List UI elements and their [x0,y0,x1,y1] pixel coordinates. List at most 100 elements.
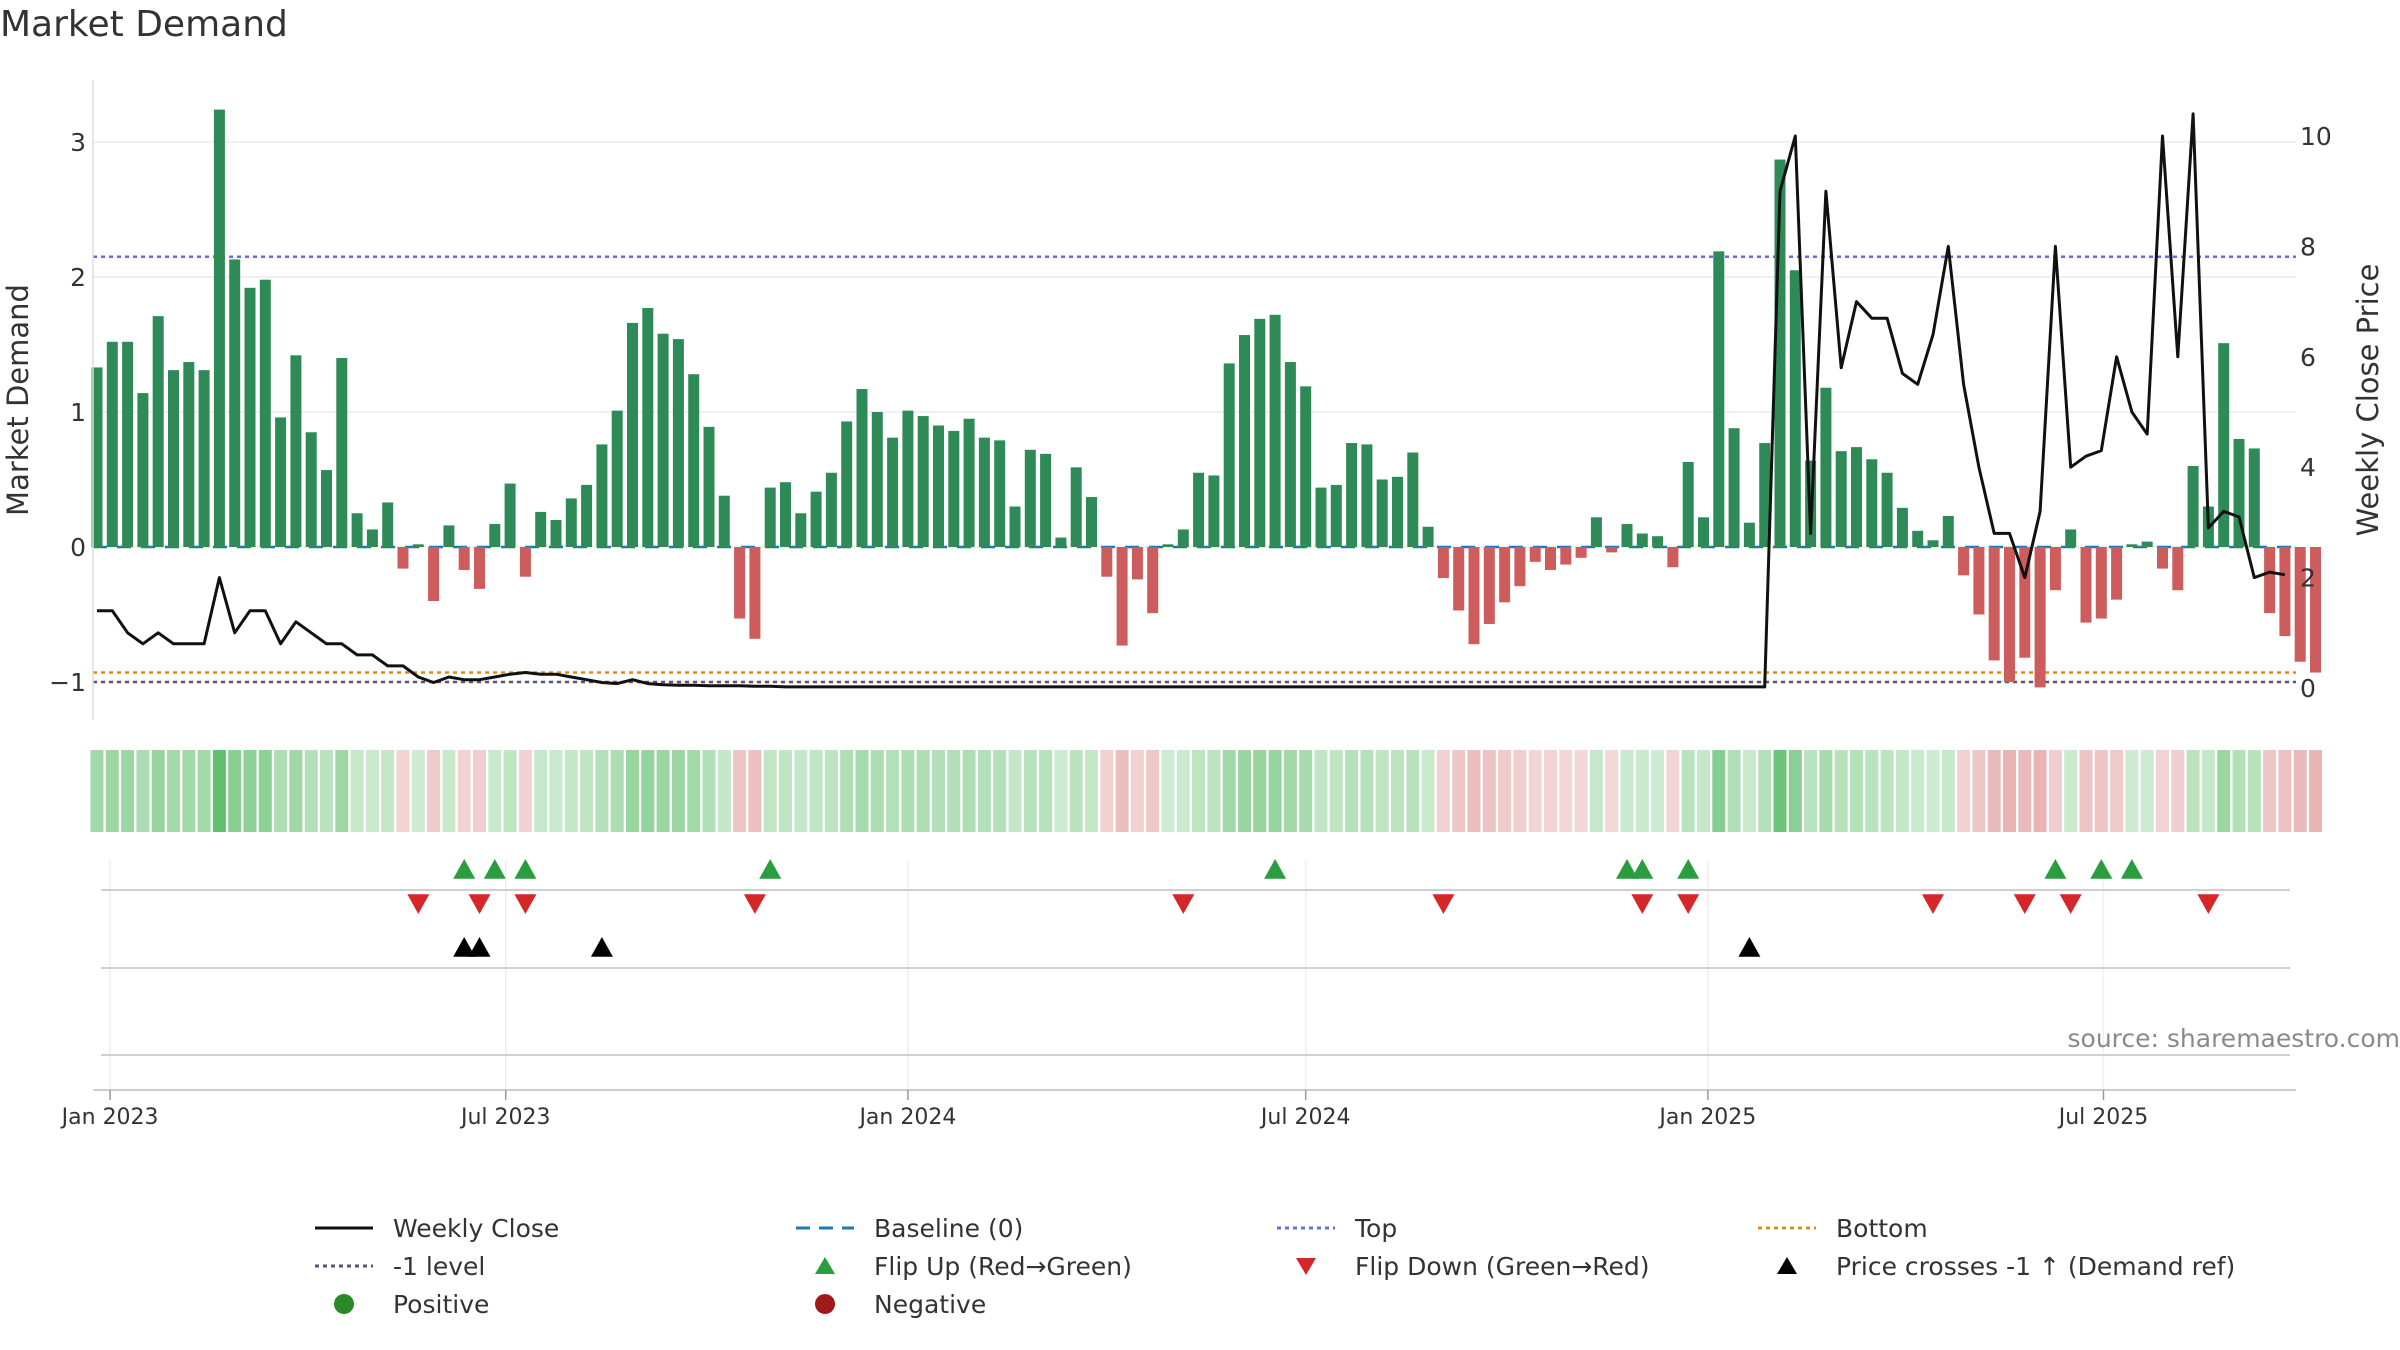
strip-cell [1115,750,1129,832]
dot-line-icon [1277,1226,1335,1230]
strip-cell [886,750,900,832]
legend-item: Weekly Close [313,1210,559,1246]
strip-cell [641,750,655,832]
flip-down-marker [1677,894,1700,914]
strip-cell [2309,750,2322,832]
strip-cell [411,750,425,832]
demand-bar [1820,387,1832,547]
strip-cell [1222,750,1236,832]
demand-bar [2004,547,2015,682]
legend-item: Price crosses -1 ↑ (Demand ref) [1756,1248,2235,1284]
legend-label: Flip Down (Green→Red) [1355,1251,1650,1281]
demand-bar [1866,459,1878,547]
demand-bar [321,470,332,547]
strip-cell [1498,750,1512,832]
strip-cell [182,750,196,832]
legend-label: Negative [874,1289,987,1319]
demand-bar [703,426,715,547]
demand-bar [183,362,195,547]
demand-bar [1499,547,1511,603]
demand-bar [244,287,256,547]
legend-label: Flip Up (Red→Green) [874,1251,1132,1281]
strip-cell [870,750,884,832]
demand-bar [1392,476,1403,547]
demand-bar [2264,547,2276,614]
demand-bars [91,109,2321,688]
demand-bar [581,484,593,547]
y-tick-label: 2 [70,263,86,292]
demand-bar [1560,547,1572,565]
y2-tick-label: 4 [2300,453,2316,482]
demand-bar [229,259,241,547]
strip-cell [580,750,594,832]
demand-bar [1284,362,1296,547]
strip-cell [212,750,226,832]
x-tick-label: Jan 2024 [857,1105,956,1130]
strip-cell [243,750,257,832]
demand-bar [259,279,271,547]
strip-cell [2156,750,2169,832]
strip-cell [779,750,792,832]
demand-bar [917,416,929,547]
strip-cell [671,750,685,832]
strip-cell [1008,750,1022,832]
strip-cell [901,750,915,832]
strip-cell [1727,750,1741,832]
flip-up-marker [2090,859,2113,879]
demand-bar [994,440,1006,547]
demand-bar [1759,443,1771,547]
demand-bar [1514,547,1526,587]
demand-bar [1698,517,1709,547]
demand-bar [1942,515,1954,547]
demand-bar [795,513,807,547]
flip-down-marker [1631,894,1654,914]
strip-cell [151,750,165,832]
demand-bar [642,308,654,547]
flip-up-marker [1677,859,1700,879]
strip-cell [1651,750,1665,832]
price-cross-marker [1738,937,1761,957]
legend-label: Top [1355,1213,1398,1243]
strip-cell [1528,750,1542,832]
y-tick-label: 1 [70,398,86,427]
circle-icon [815,1294,835,1314]
strip-cell [2201,750,2215,832]
flip-up-marker [1631,859,1654,879]
strip-cell [1314,750,1328,832]
demand-bar [397,547,409,569]
flip-down-marker [2059,894,2082,914]
demand-bar [1835,451,1847,547]
flip-up-marker [514,859,537,879]
y-tick-label: 0 [70,533,86,562]
price-cross-marker [468,937,491,957]
strip-cell [2048,750,2062,832]
flip-up-marker [1616,859,1638,879]
demand-bar [519,547,531,577]
strip-cell [365,750,379,832]
strip-cell [947,750,961,832]
demand-bar [933,425,944,547]
strip-cell [993,750,1007,832]
demand-bar [780,482,791,547]
strip-cell [1635,750,1649,832]
demand-bar [856,389,868,547]
triangle-up-icon [815,1257,835,1274]
demand-bar [1621,524,1633,547]
x-tick-label: Jul 2024 [1259,1105,1351,1130]
demand-bar [428,547,440,601]
price-cross-marker [453,937,476,957]
strip-cell [488,750,502,832]
strip-cell [274,750,288,832]
strip-cell [794,750,808,832]
demand-bar [611,410,623,547]
demand-bar [336,358,348,547]
demand-bar [489,524,501,547]
demand-bar [1896,507,1908,547]
strip-cell [197,750,211,832]
demand-bar [1223,363,1235,547]
demand-bar [1927,540,1939,547]
flip-down-marker [468,894,491,914]
strip-cell [1987,750,2001,832]
demand-bar [1483,547,1495,624]
strip-cell [855,750,869,832]
